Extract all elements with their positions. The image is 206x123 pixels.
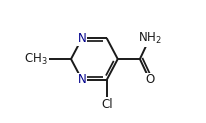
- Text: N: N: [78, 32, 87, 45]
- Text: N: N: [78, 73, 87, 86]
- Text: CH$_3$: CH$_3$: [24, 52, 48, 67]
- Text: NH$_2$: NH$_2$: [138, 31, 162, 46]
- Text: Cl: Cl: [101, 98, 112, 111]
- Text: O: O: [145, 73, 154, 86]
